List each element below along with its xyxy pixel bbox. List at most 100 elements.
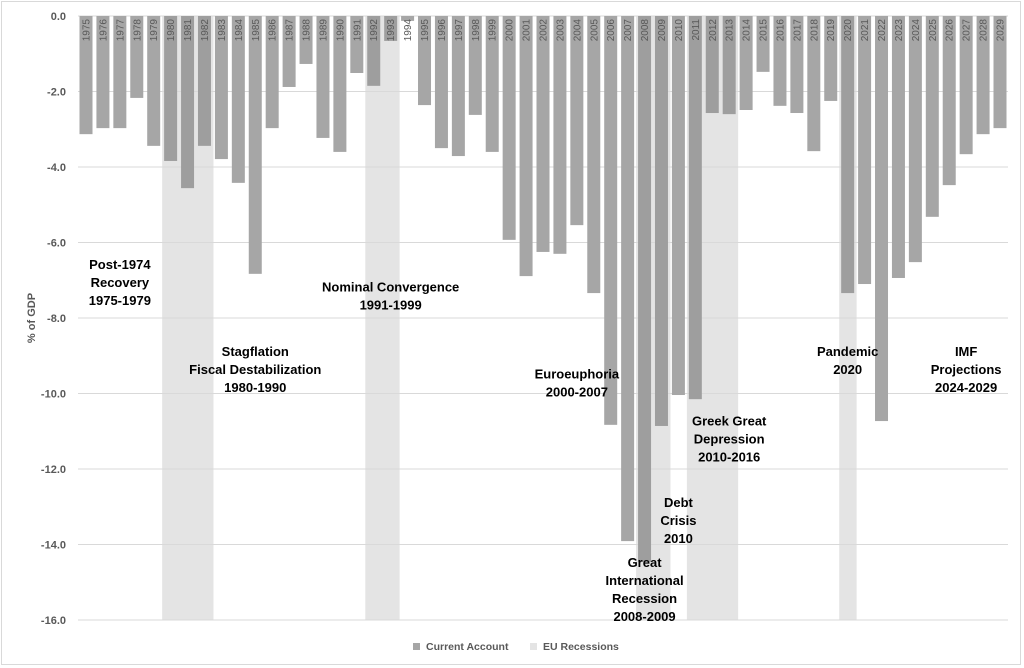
bar-2010 [671,16,685,396]
bar-1982 [197,16,211,146]
x-tick-label-2008: 2008 [640,19,651,42]
bar-2013 [722,16,736,115]
x-tick-label-1977: 1977 [115,19,126,42]
x-tick-label-2013: 2013 [725,19,736,42]
x-tick-label-2009: 2009 [657,19,668,42]
bar-2009 [654,16,668,426]
legend-label-eu-recessions: EU Recessions [543,641,619,653]
x-tick-label-2004: 2004 [572,19,583,42]
bar-1997 [451,16,465,157]
x-tick-label-2015: 2015 [759,19,770,42]
x-tick-label-1984: 1984 [234,19,245,42]
x-tick-label-2012: 2012 [708,19,719,42]
x-tick-label-1998: 1998 [471,19,482,42]
x-tick-label-2029: 2029 [996,19,1007,42]
x-tick-label-1997: 1997 [454,19,465,42]
x-tick-label-1975: 1975 [82,19,93,42]
x-tick-label-2027: 2027 [962,19,973,42]
annotations-layer: Post-1974 Recovery 1975-1979 Stagflation Fis… [89,257,1002,624]
x-tick-label-1999: 1999 [488,19,499,42]
bar-1981 [181,16,195,189]
bar-2029 [993,16,1007,129]
bar-2002 [536,16,550,252]
x-tick-label-1996: 1996 [437,19,448,42]
legend-swatch-current-account [413,643,420,650]
y-tick-label: -10.0 [41,389,66,401]
bar-2025 [925,16,939,217]
x-tick-label-2010: 2010 [674,19,685,42]
bar-2024 [908,16,922,263]
bar-2016 [773,16,787,106]
x-tick-label-2023: 2023 [894,19,905,42]
y-axis-title: % of GDP [26,293,38,343]
x-tick-label-2000: 2000 [505,19,516,42]
bar-1983 [214,16,228,160]
x-tick-label-2006: 2006 [606,19,617,42]
bar-2004 [570,16,584,226]
x-tick-label-2016: 2016 [775,19,786,42]
legend-swatch-eu-recessions [530,643,537,650]
annotation-1: Stagflation Fiscal Destabilization 1980-19… [189,344,321,395]
x-tick-label-2020: 2020 [843,19,854,42]
bar-2026 [942,16,956,186]
x-tick-label-1994: 1994 [403,19,414,42]
bar-1998 [468,16,482,115]
bar-1979 [147,16,161,146]
bar-2000 [502,16,516,240]
bar-1990 [333,16,347,152]
x-tick-label-2028: 2028 [979,19,990,42]
bar-2021 [858,16,872,285]
x-tick-label-2026: 2026 [945,19,956,42]
annotation-2: Nominal Convergence 1991-1999 [322,280,459,313]
bar-2027 [959,16,973,155]
annotation-8: IMF Projections 2024-2029 [931,344,1002,395]
x-tick-label-2019: 2019 [826,19,837,42]
x-tick-label-1985: 1985 [251,19,262,42]
x-tick-label-1989: 1989 [318,19,329,42]
x-tick-label-2017: 2017 [792,19,803,42]
bar-1986 [265,16,279,129]
x-tick-label-2011: 2011 [691,19,702,41]
bar-2017 [790,16,804,114]
x-tick-label-2025: 2025 [928,19,939,42]
y-tick-label: -2.0 [47,87,66,99]
annotation-5: Debt Crisis 2010 [660,495,696,546]
y-tick-label: -16.0 [41,615,66,627]
bar-2020 [841,16,855,294]
x-tick-label-1988: 1988 [302,19,313,42]
x-tick-label-2014: 2014 [742,19,753,42]
bar-1975 [79,16,93,135]
x-tick-label-1986: 1986 [268,19,279,42]
bar-1978 [130,16,144,98]
x-tick-label-2022: 2022 [877,19,888,42]
bar-2008 [638,16,652,562]
x-tick-label-1976: 1976 [98,19,109,42]
annotation-0: Post-1974 Recovery 1975-1979 [89,257,152,308]
x-tick-label-1991: 1991 [352,19,363,42]
bar-2006 [604,16,618,425]
bar-2023 [891,16,905,278]
x-tick-label-2021: 2021 [860,19,871,42]
bar-2005 [587,16,601,294]
bar-1980 [164,16,178,161]
x-tick-label-1993: 1993 [386,19,397,42]
bar-1976 [96,16,110,129]
legend-label-current-account: Current Account [426,641,509,653]
bar-1993 [384,16,398,41]
x-tick-label-1982: 1982 [200,19,211,42]
x-tick-label-1992: 1992 [369,19,380,42]
x-tick-label-1995: 1995 [420,19,431,42]
x-tick-label-2002: 2002 [539,19,550,42]
y-tick-label: -6.0 [47,238,66,250]
x-tick-label-1979: 1979 [149,19,160,42]
legend: Current Account EU Recessions [413,641,619,653]
y-tick-label: -8.0 [47,313,66,325]
y-axis-ticks: 0.0 -2.0 -4.0 -6.0 -8.0 -10.0 -12.0 -14.0 -16.0 [41,11,66,627]
x-tick-label-2007: 2007 [623,19,634,42]
bar-2007 [621,16,635,542]
x-tick-label-1980: 1980 [166,19,177,42]
bar-1987 [282,16,296,87]
bar-2014 [739,16,753,110]
bar-1991 [350,16,364,74]
